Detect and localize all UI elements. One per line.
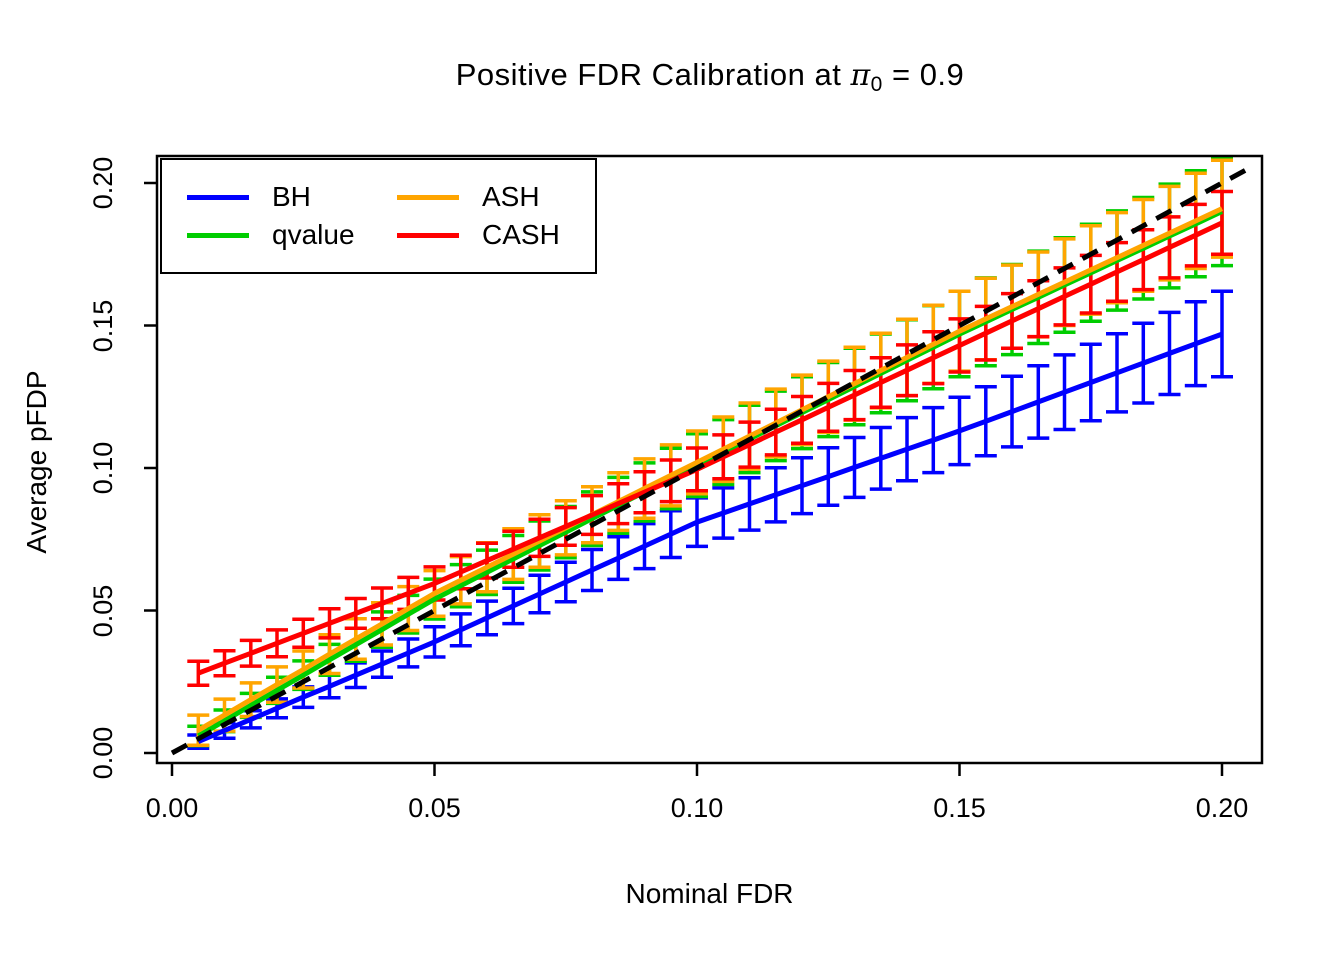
x-tick-label: 0.10 bbox=[670, 793, 724, 823]
y-tick-label: 0.15 bbox=[88, 299, 118, 352]
x-axis-title: Nominal FDR bbox=[625, 878, 794, 909]
series-line-ash bbox=[197, 206, 1224, 733]
y-tick-label: 0.00 bbox=[88, 726, 118, 780]
reference-diagonal-line bbox=[170, 163, 1255, 756]
pi-symbol: π bbox=[850, 58, 871, 93]
legend-label-cash: CASH bbox=[482, 219, 560, 250]
legend-label-qvalue: qvalue bbox=[272, 219, 355, 250]
legend-line-cash bbox=[397, 233, 459, 238]
legend: BH qvalue ASH CASH bbox=[160, 158, 597, 274]
data-layer bbox=[170, 156, 1255, 756]
legend-line-bh bbox=[187, 195, 249, 200]
legend-line-ash bbox=[397, 195, 459, 200]
chart-title: Positive FDR Calibration at π0 = 0.9 bbox=[0, 57, 1344, 97]
series-line-qvalue bbox=[197, 209, 1224, 739]
axis-ticks bbox=[144, 181, 1224, 776]
x-tick-label: 0.00 bbox=[145, 793, 199, 823]
x-tick-label: 0.15 bbox=[933, 793, 986, 823]
series-line-cash bbox=[197, 220, 1224, 676]
series-line-bh bbox=[197, 331, 1223, 744]
y-axis-title: Average pFDP bbox=[21, 370, 52, 554]
chart-title-text: Positive FDR Calibration at bbox=[455, 57, 851, 92]
plot-box bbox=[155, 154, 1264, 765]
legend-label-ash: ASH bbox=[482, 181, 540, 212]
chart-title-suffix: = 0.9 bbox=[882, 57, 965, 92]
legend-label-bh: BH bbox=[272, 181, 311, 212]
pi-subscript: 0 bbox=[870, 73, 883, 96]
legend-line-qvalue bbox=[187, 233, 249, 238]
y-tick-label: 0.05 bbox=[88, 584, 118, 637]
x-tick-label: 0.20 bbox=[1195, 793, 1249, 823]
y-tick-label: 0.20 bbox=[88, 156, 118, 210]
x-tick-label: 0.05 bbox=[408, 793, 461, 823]
y-tick-label: 0.10 bbox=[88, 441, 118, 495]
